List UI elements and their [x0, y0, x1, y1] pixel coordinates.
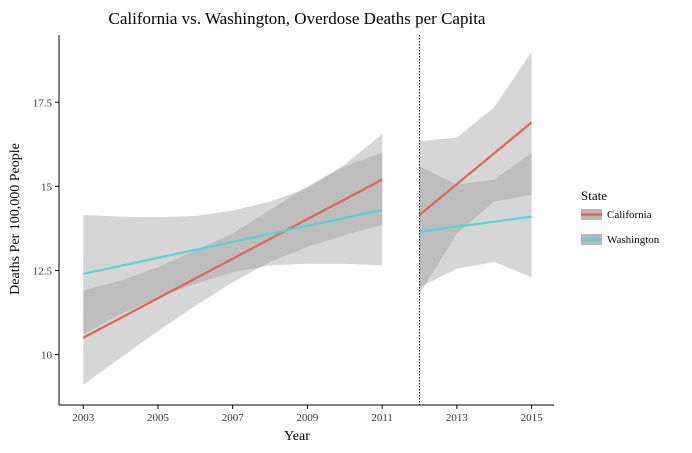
y-tick-label: 15 [41, 181, 53, 193]
x-tick-label: 2007 [222, 412, 245, 424]
x-ticks: 2003 2005 2007 2009 2011 2013 2015 [72, 405, 543, 424]
legend-label-california: California [607, 209, 652, 221]
x-tick-label: 2015 [521, 412, 544, 424]
line-california-segment-2 [418, 121, 533, 216]
y-axis-title: Deaths Per 100,000 People [8, 143, 23, 295]
x-tick-label: 2011 [371, 412, 393, 424]
line-california-segment-1 [82, 178, 383, 339]
x-tick-label: 2005 [147, 412, 170, 424]
line-washington-segment-2 [419, 215, 532, 233]
trend-lines [82, 121, 533, 339]
x-tick-label: 2013 [446, 412, 469, 424]
y-ticks: 10 12.5 15 17.5 [33, 97, 59, 362]
line-washington-segment-1 [83, 208, 383, 275]
y-tick-label: 17.5 [33, 97, 53, 109]
legend-label-washington: Washington [607, 234, 660, 246]
x-axis-title: Year [284, 429, 310, 444]
legend: State California Washington [581, 188, 660, 246]
band-washington-segment-2 [419, 152, 532, 288]
legend-items: California Washington [581, 209, 660, 246]
axes [58, 35, 554, 406]
confidence-bands [83, 51, 532, 385]
x-tick-label: 2003 [72, 412, 95, 424]
band-washington-segment-1 [83, 134, 383, 335]
legend-title: State [581, 188, 607, 203]
band-california-segment-2 [419, 51, 532, 294]
y-tick-label: 10 [41, 350, 53, 362]
x-tick-label: 2009 [296, 412, 319, 424]
chart-title: California vs. Washington, Overdose Deat… [109, 9, 486, 28]
y-tick-label: 12.5 [33, 265, 53, 277]
band-california-segment-1 [83, 152, 383, 385]
